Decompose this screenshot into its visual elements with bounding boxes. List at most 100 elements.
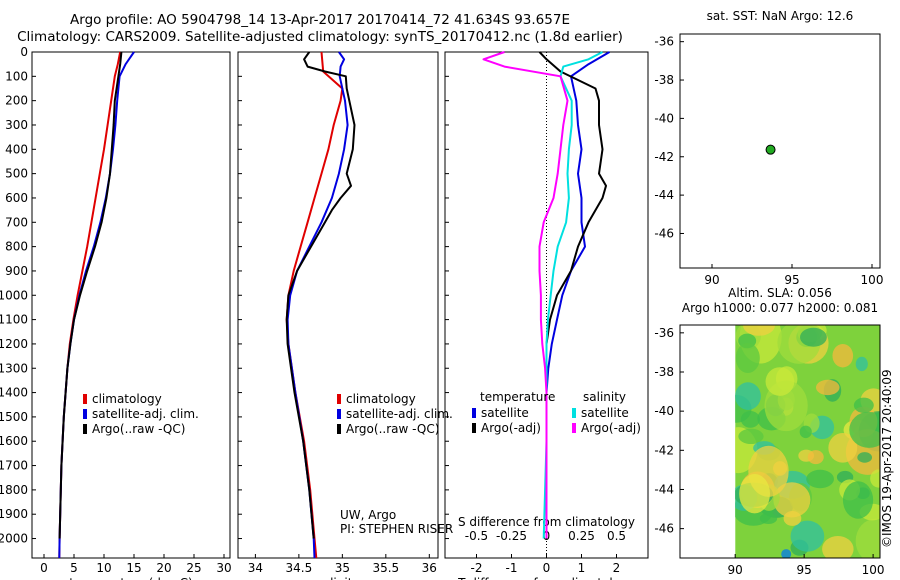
depth-tick-label: 0: [20, 45, 28, 59]
t-difference-tick-label: 1: [578, 561, 586, 575]
argo-float-position-marker: [765, 144, 776, 155]
institution-annotation: UW, Argo: [340, 508, 396, 522]
sla-anomaly-cell: [832, 343, 854, 368]
depth-tick-label: 1200: [0, 337, 28, 351]
salinity-tick-label: 35: [335, 561, 350, 575]
depth-tick-label: 1600: [0, 434, 28, 448]
longitude-tick-label: 90: [704, 273, 719, 287]
sla-anomaly-cell: [815, 379, 840, 396]
longitude-tick-label: 100: [862, 563, 885, 577]
depth-tick-label: 1900: [0, 507, 28, 521]
sla-anomaly-cell: [806, 469, 834, 489]
sla-anomaly-cell: [765, 367, 795, 396]
depth-tick-label: 600: [5, 191, 28, 205]
temperature-series-line: [58, 51, 122, 559]
s-difference-tick-label: 0.25: [568, 529, 595, 543]
depth-tick-label: 200: [5, 94, 28, 108]
salinity-series-line: [285, 51, 344, 559]
temperature-legend-entry-swatch: [83, 424, 87, 434]
figure-title-line1: Argo profile: AO 5904798_14 13-Apr-2017 …: [70, 12, 570, 28]
sla-anomaly-cell: [849, 411, 881, 448]
salinity-tick-label: 35.5: [372, 561, 399, 575]
salinity-tick-label: 36: [422, 561, 437, 575]
latitude-tick-label: -42: [654, 150, 674, 164]
sla-anomaly-cell: [870, 469, 881, 488]
depth-tick-label: 1100: [0, 313, 28, 327]
difference-series-line: [545, 51, 611, 539]
temperature-legend-entry-label: climatology: [92, 392, 162, 406]
sla-anomaly-cell: [828, 433, 858, 463]
depth-tick-label: 100: [5, 69, 28, 83]
temperature-plot-frame: [31, 51, 231, 559]
depth-tick-label: 500: [5, 167, 28, 181]
longitude-tick-label: 95: [784, 273, 799, 287]
latitude-tick-label: -44: [654, 482, 674, 496]
difference-legend-entry-swatch: [472, 408, 476, 418]
s-difference-tick-label: -0.5: [465, 529, 488, 543]
s-difference-tick-label: 0.5: [607, 529, 626, 543]
legend-title-salinity: salinity: [583, 390, 626, 404]
depth-tick-label: 400: [5, 142, 28, 156]
temperature-tick-label: 5: [70, 561, 78, 575]
longitude-tick-label: 95: [796, 563, 811, 577]
difference-legend-entry-label: satellite: [481, 406, 529, 420]
depth-tick-label: 800: [5, 240, 28, 254]
latitude-tick-label: -38: [654, 365, 674, 379]
latitude-tick-label: -36: [654, 35, 674, 49]
temperature-legend-entry-label: Argo(..raw -QC): [92, 422, 185, 436]
sla-anomaly-cell: [855, 518, 881, 558]
sla-anomaly-cell: [740, 410, 760, 428]
latitude-tick-label: -46: [654, 522, 674, 536]
figure-title-line2: Climatology: CARS2009. Satellite-adjuste…: [17, 29, 623, 45]
salinity-series-line: [285, 51, 356, 539]
t-difference-tick-label: 2: [613, 561, 621, 575]
salinity-plot-frame: [237, 51, 439, 559]
salinity-legend-entry-swatch: [337, 394, 341, 404]
sla-anomaly-cell: [790, 520, 825, 552]
depth-tick-label: 1700: [0, 459, 28, 473]
legend-title-temperature: temperature: [480, 390, 555, 404]
pi-annotation: PI: STEPHEN RISER: [340, 522, 453, 536]
temperature-tick-label: 0: [40, 561, 48, 575]
sla-anomaly-cell: [853, 397, 874, 413]
sla-anomaly-cell: [743, 325, 775, 336]
temperature-series-line: [58, 51, 135, 559]
t-difference-tick-label: -2: [471, 561, 483, 575]
t-difference-axis-label: T difference from climatology: [457, 576, 635, 580]
latitude-tick-label: -36: [654, 326, 674, 340]
latitude-tick-label: -38: [654, 73, 674, 87]
salinity-axis-label: salinity: [316, 576, 359, 580]
sla-anomaly-cell: [822, 535, 854, 558]
sla-anomaly-cell: [735, 342, 760, 373]
difference-legend-entry-label: Argo(-adj): [481, 421, 541, 435]
depth-tick-label: 700: [5, 215, 28, 229]
latitude-tick-label: -46: [654, 226, 674, 240]
depth-tick-label: 1400: [0, 386, 28, 400]
temperature-legend-entry-swatch: [83, 394, 87, 404]
location-map-frame: [679, 33, 881, 269]
sla-anomaly-cell: [857, 452, 873, 463]
depth-tick-label: 300: [5, 118, 28, 132]
depth-tick-label: 1800: [0, 483, 28, 497]
salinity-series-line: [286, 51, 349, 559]
temperature-tick-label: 30: [216, 561, 231, 575]
difference-legend-entry-swatch: [572, 408, 576, 418]
depth-tick-label: 2000: [0, 532, 28, 546]
longitude-tick-label: 90: [728, 563, 743, 577]
salinity-legend-entry-swatch: [337, 409, 341, 419]
t-difference-tick-label: -1: [506, 561, 518, 575]
temperature-tick-label: 10: [96, 561, 111, 575]
difference-legend-entry-swatch: [572, 423, 576, 433]
sla-anomaly-cell: [738, 428, 764, 445]
imos-credit: ©IMOS 19-Apr-2017 20:40:09: [880, 369, 894, 548]
difference-series-line: [542, 51, 603, 539]
sla-anomaly-cell: [807, 450, 824, 465]
temperature-legend-entry-swatch: [83, 409, 87, 419]
sla-anomaly-cell: [842, 481, 874, 519]
latitude-tick-label: -44: [654, 188, 674, 202]
sla-title-line2: Argo h1000: 0.077 h2000: 0.081: [682, 301, 878, 315]
sla-anomaly-cell: [773, 461, 788, 476]
sla-map-frame: [679, 324, 881, 559]
sla-anomaly-cell: [735, 382, 761, 410]
difference-series-line: [538, 51, 607, 539]
